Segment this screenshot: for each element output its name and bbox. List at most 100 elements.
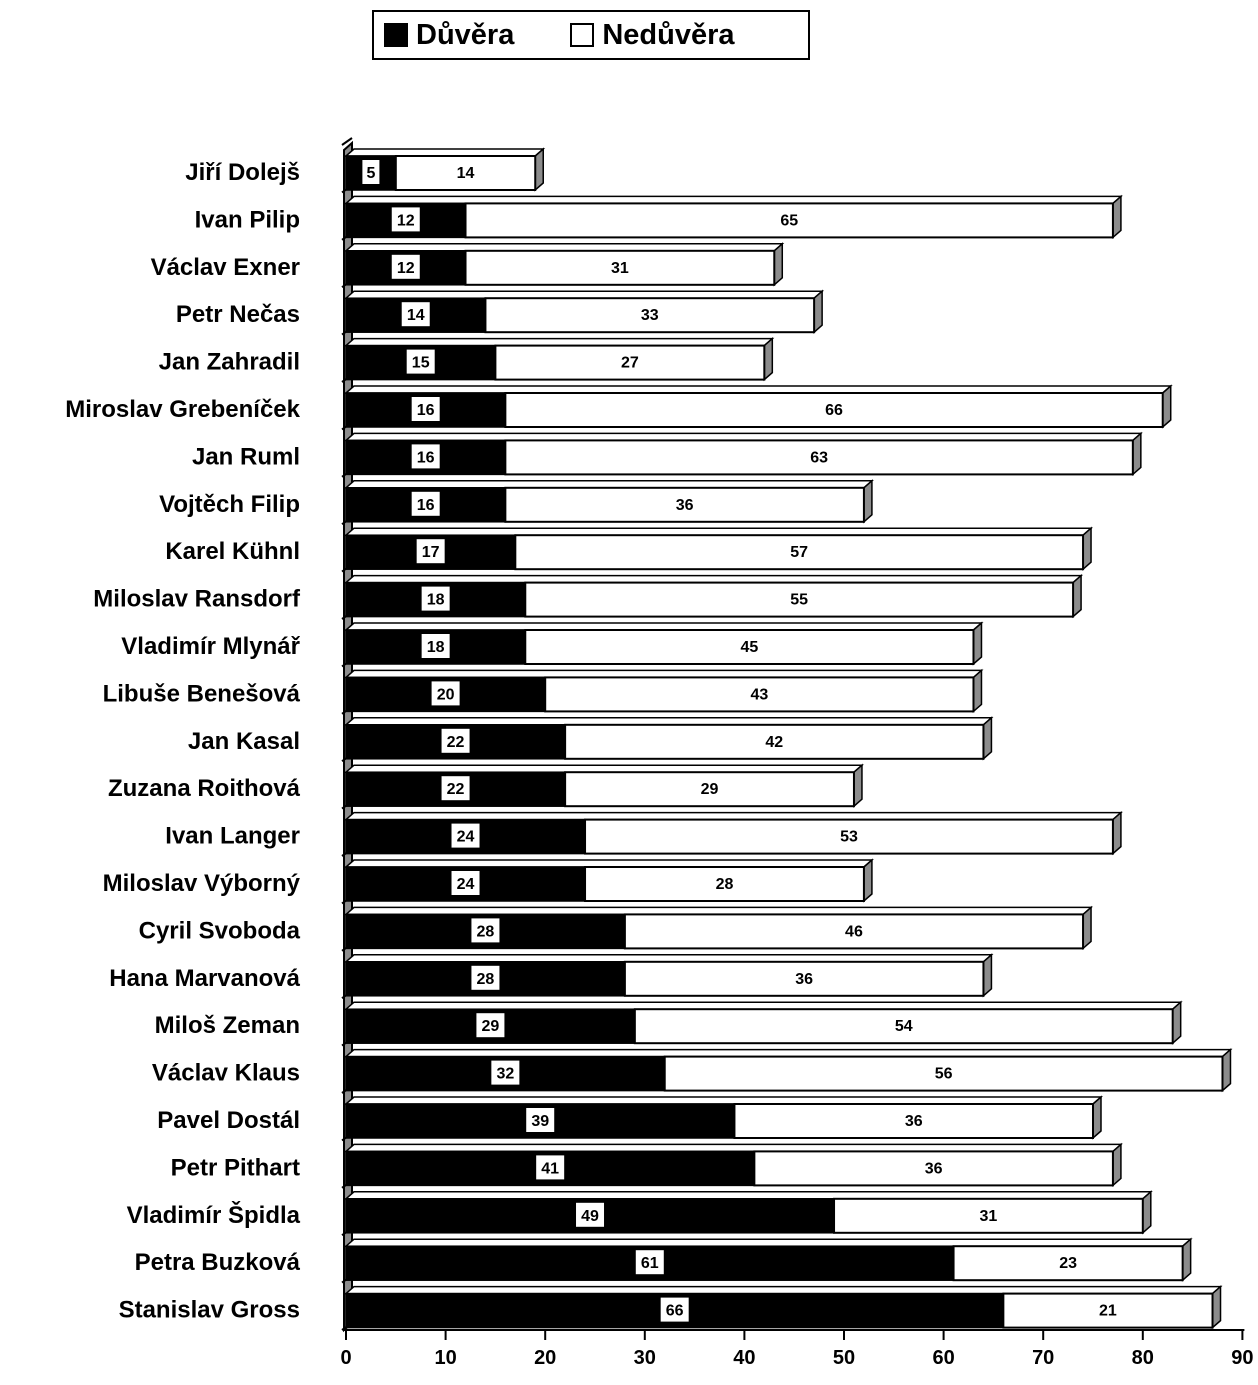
bar-side-face bbox=[972, 621, 983, 666]
bar-side-face bbox=[1171, 1000, 1182, 1045]
bar-neduvera bbox=[584, 818, 1114, 855]
x-tick-label: 80 bbox=[1132, 1347, 1154, 1369]
bar-neduvera bbox=[524, 629, 975, 665]
value-label-duvera: 24 bbox=[457, 829, 475, 846]
bar-neduvera bbox=[584, 866, 865, 902]
value-label-box bbox=[451, 871, 480, 895]
bar-side-face bbox=[1221, 1047, 1232, 1093]
legend-swatch-neduvera bbox=[570, 23, 595, 47]
x-tick-label: 30 bbox=[634, 1347, 656, 1369]
bar-top-face bbox=[344, 1048, 1233, 1058]
value-label-box bbox=[471, 965, 500, 990]
bar-side-face bbox=[534, 147, 544, 192]
x-tick-label: 60 bbox=[932, 1347, 954, 1369]
value-label-neduvera: 14 bbox=[457, 165, 475, 182]
value-label-duvera: 41 bbox=[541, 1160, 559, 1177]
value-label-box bbox=[421, 586, 450, 611]
bar-neduvera bbox=[753, 1150, 1114, 1187]
value-label-neduvera: 43 bbox=[750, 686, 768, 703]
category-label: Cyril Svoboda bbox=[139, 917, 301, 944]
value-label-neduvera: 42 bbox=[765, 734, 783, 751]
bar-top-face bbox=[344, 859, 874, 868]
x-tick-label: 10 bbox=[434, 1347, 456, 1369]
value-label-duvera: 16 bbox=[417, 449, 435, 466]
value-label-box bbox=[441, 728, 470, 753]
category-label: Vladimír Mlynář bbox=[121, 633, 300, 660]
category-label: Stanislav Gross bbox=[119, 1297, 300, 1324]
category-label: Václav Exner bbox=[151, 254, 300, 281]
category-label: Miloslav Ransdorf bbox=[93, 586, 301, 613]
bar-neduvera bbox=[733, 1103, 1094, 1139]
bar-side-face bbox=[1072, 573, 1082, 619]
legend-label-neduvera: Nedůvěra bbox=[602, 18, 735, 51]
legend-swatch-duvera bbox=[384, 23, 408, 47]
value-label-duvera: 22 bbox=[447, 734, 465, 751]
category-label: Jan Zahradil bbox=[159, 349, 300, 376]
bar-side-face bbox=[1112, 194, 1122, 240]
bar-neduvera bbox=[504, 486, 865, 523]
value-label-box bbox=[431, 681, 460, 706]
category-label: Pavel Dostál bbox=[157, 1107, 300, 1134]
value-label-box bbox=[635, 1250, 664, 1275]
bar-side-face bbox=[1161, 384, 1172, 429]
category-label: Zuzana Roithová bbox=[108, 775, 301, 802]
value-label-neduvera: 63 bbox=[810, 449, 828, 466]
value-label-duvera: 32 bbox=[496, 1066, 514, 1083]
bar-top-face bbox=[344, 622, 984, 631]
value-label-neduvera: 36 bbox=[676, 497, 694, 514]
legend-item-neduvera: Nedůvěra bbox=[570, 18, 735, 52]
value-label-neduvera: 46 bbox=[845, 923, 863, 940]
value-label-duvera: 20 bbox=[437, 686, 455, 703]
value-label-duvera: 66 bbox=[666, 1303, 684, 1320]
value-label-duvera: 16 bbox=[417, 402, 435, 419]
value-label-neduvera: 57 bbox=[790, 544, 808, 561]
value-label-box bbox=[401, 302, 430, 327]
value-label-box bbox=[471, 918, 500, 943]
bar-side-face bbox=[972, 668, 983, 714]
value-label-duvera: 39 bbox=[531, 1113, 549, 1130]
bar-neduvera bbox=[564, 771, 855, 808]
bar-neduvera bbox=[504, 439, 1134, 476]
bar-side-face bbox=[1112, 810, 1122, 856]
value-label-duvera: 5 bbox=[366, 165, 375, 182]
bar-side-face bbox=[1181, 1237, 1192, 1282]
category-label: Vojtěch Filip bbox=[159, 491, 300, 518]
bar-top-face bbox=[344, 337, 775, 347]
value-label-box bbox=[416, 539, 445, 564]
bar-side-face bbox=[1082, 526, 1092, 571]
bar-top-face bbox=[344, 811, 1123, 821]
value-label-duvera: 28 bbox=[477, 971, 495, 988]
value-label-box bbox=[476, 1013, 505, 1038]
value-label-neduvera: 65 bbox=[780, 212, 798, 229]
value-label-neduvera: 45 bbox=[740, 639, 758, 656]
value-label-duvera: 29 bbox=[482, 1018, 500, 1035]
value-label-box bbox=[411, 397, 440, 421]
category-label: Vladimír Špidla bbox=[127, 1201, 301, 1229]
value-label-box bbox=[391, 254, 420, 279]
bar-neduvera bbox=[464, 249, 776, 286]
value-label-duvera: 24 bbox=[457, 876, 475, 893]
bar-top-face bbox=[344, 527, 1094, 536]
value-label-duvera: 22 bbox=[447, 781, 465, 798]
bar-side-face bbox=[763, 336, 774, 382]
bar-side-face bbox=[1132, 431, 1142, 477]
legend: Důvěra Nedůvěra bbox=[372, 10, 810, 60]
category-label: Petr Pithart bbox=[171, 1154, 300, 1181]
x-tick-label: 0 bbox=[340, 1347, 351, 1369]
bar-side-face bbox=[773, 242, 784, 287]
bar-side-face bbox=[813, 289, 823, 334]
value-label-box bbox=[576, 1202, 605, 1227]
bar-neduvera bbox=[524, 581, 1075, 618]
category-label: Karel Kühnl bbox=[165, 538, 300, 565]
category-label: Petr Nečas bbox=[176, 301, 300, 328]
category-label: Hana Marvanová bbox=[109, 965, 300, 992]
bar-side-face bbox=[1082, 905, 1092, 951]
bar-top-face bbox=[344, 480, 874, 489]
value-label-neduvera: 36 bbox=[795, 971, 813, 988]
bar-neduvera bbox=[464, 202, 1114, 239]
bar-top-face bbox=[344, 906, 1094, 916]
value-label-neduvera: 55 bbox=[790, 592, 808, 609]
legend-item-duvera: Důvěra bbox=[384, 19, 514, 52]
category-label: Václav Klaus bbox=[152, 1060, 300, 1087]
bar-side-face bbox=[982, 716, 993, 761]
